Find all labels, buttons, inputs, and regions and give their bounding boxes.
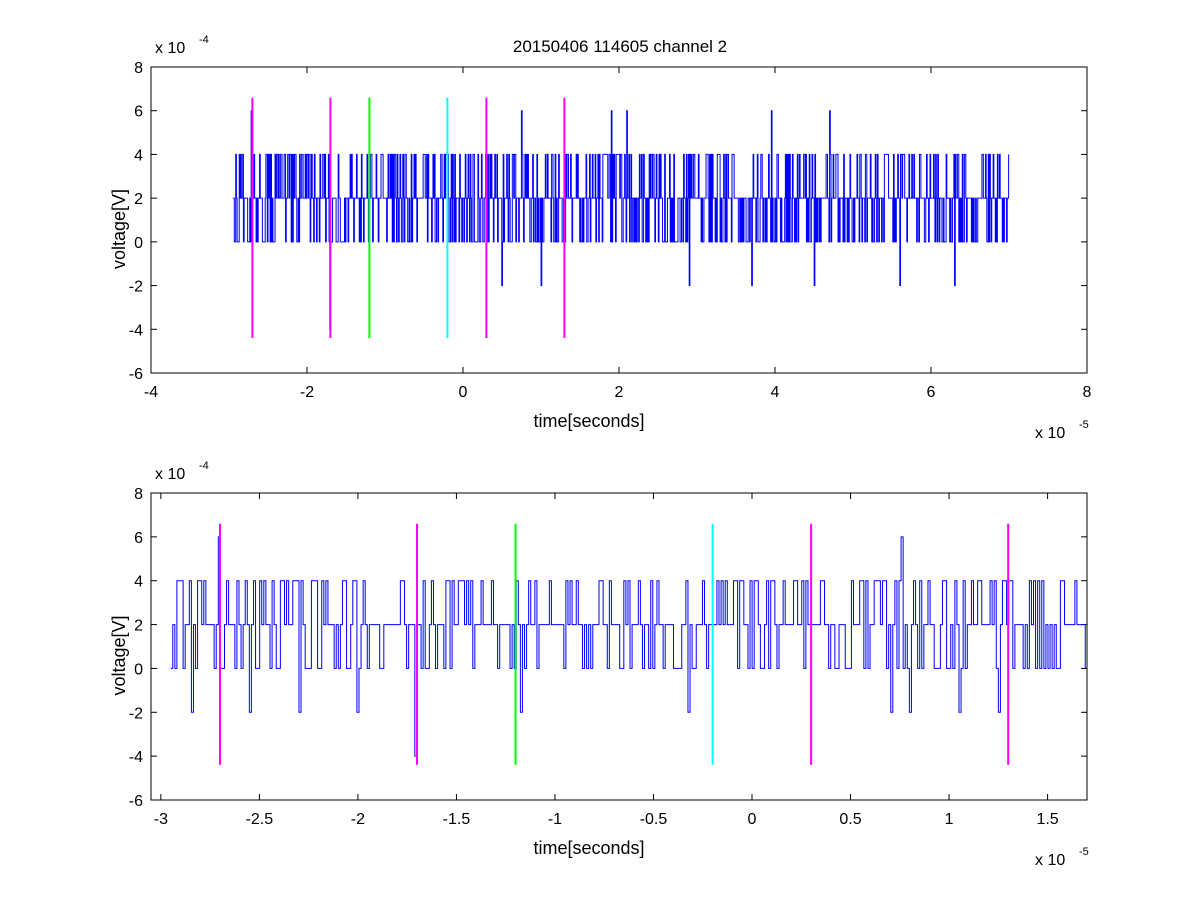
y-tick-label: -4 [129, 749, 143, 766]
y-tick-label: -6 [129, 366, 143, 383]
signal-trace [232, 110, 1010, 330]
x-tick-label: 2 [615, 384, 624, 401]
signal-trace [170, 536, 1086, 757]
top-plot: -4 -2 0 2 4 6 8-6-4-202468time[seconds]voltage… [109, 34, 1092, 442]
x-tick-label: -3 [154, 811, 168, 828]
y-tick-label: 0 [134, 661, 143, 678]
x-tick-label: -2 [351, 811, 365, 828]
x-tick-label: -1 [548, 811, 562, 828]
x-tick-label: 1.5 [1036, 811, 1058, 828]
y-tick-label: -6 [129, 793, 143, 810]
y-tick-label: 4 [134, 147, 143, 164]
y-tick-label: 4 [134, 574, 143, 591]
y-axis-label: voltage[V] [109, 615, 129, 695]
x-tick-label: -2.5 [246, 811, 274, 828]
x-tick-label: 8 [1083, 384, 1092, 401]
x-exponent-label: x 10 [1035, 425, 1065, 442]
x-tick-label: 4 [771, 384, 780, 401]
x-tick-label: -4 [144, 384, 158, 401]
x-tick-label: 0.5 [839, 811, 861, 828]
y-tick-label: 6 [134, 104, 143, 121]
x-tick-label: -1.5 [443, 811, 471, 828]
y-exponent-label: x 10 [155, 40, 185, 57]
y-tick-label: 6 [134, 530, 143, 547]
x-tick-label: -0.5 [640, 811, 668, 828]
y-tick-label: 2 [134, 618, 143, 635]
x-exponent-label: x 10 [1035, 852, 1065, 869]
y-tick-label: 0 [134, 235, 143, 252]
y-tick-label: -4 [129, 322, 143, 339]
bottom-plot: -3 -2.5 -2 -1.5 -1 -0.5 0 0.5 1 1.5 -6 -4 -2 0 2 4 6 8 tim… [109, 460, 1089, 869]
y-tick-label: -2 [129, 279, 143, 296]
y-tick-label: -2 [129, 705, 143, 722]
x-tick-label: 6 [927, 384, 936, 401]
y-exponent: -4 [199, 34, 209, 46]
y-tick-label: 2 [134, 191, 143, 208]
figure-title: 20150406 114605 channel 2 [513, 37, 727, 56]
y-exponent: -4 [199, 460, 209, 472]
y-tick-label: 8 [134, 60, 143, 77]
y-exponent-label: x 10 [155, 466, 185, 483]
axes-frame [150, 492, 1088, 801]
x-tick-label: 0 [459, 384, 468, 401]
x-axis-label: time[seconds] [533, 411, 644, 431]
x-tick-label: 1 [945, 811, 954, 828]
x-tick-label: -2 [300, 384, 314, 401]
y-tick-label: 8 [134, 486, 143, 503]
y-axis-label: voltage[V] [109, 189, 129, 269]
x-tick-label: 0 [748, 811, 757, 828]
x-exponent: -5 [1079, 846, 1089, 858]
x-axis-label: time[seconds] [533, 838, 644, 858]
x-exponent: -5 [1079, 419, 1089, 431]
